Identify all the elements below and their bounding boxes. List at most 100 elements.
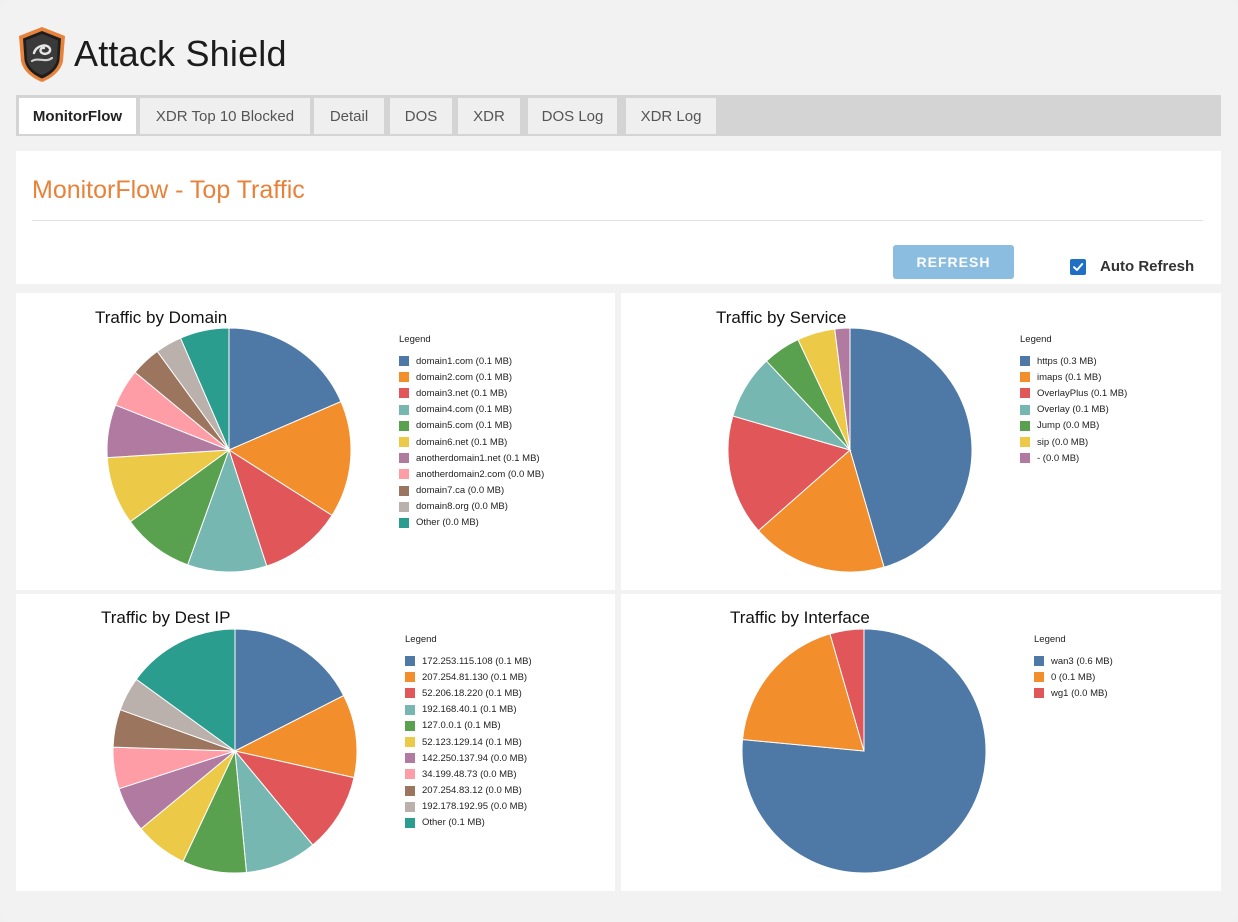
- chart-panel-service: Traffic by Service Legend https (0.3 MB) i…: [621, 293, 1221, 590]
- tab-monitorflow[interactable]: MonitorFlow: [19, 98, 136, 134]
- legend-label: OverlayPlus (0.1 MB): [1037, 387, 1128, 399]
- legend-label: - (0.0 MB): [1037, 452, 1080, 464]
- tab-dos[interactable]: DOS: [390, 98, 452, 134]
- legend-swatch: [1020, 420, 1030, 431]
- pie-slice[interactable]: [829, 628, 865, 752]
- legend-item: domain6.net (0.1 MB): [399, 434, 544, 450]
- pie-slice[interactable]: [741, 633, 865, 752]
- legend-swatch: [399, 404, 409, 415]
- pie-chart-domain: [106, 327, 352, 573]
- legend-swatch: [1034, 688, 1044, 699]
- chart-title: Traffic by Interface: [730, 608, 870, 627]
- tab-bar: MonitorFlow XDR Top 10 Blocked Detail DO…: [16, 95, 1221, 136]
- legend-item: domain1.com (0.1 MB): [399, 353, 544, 369]
- chart-title: Traffic by Service: [716, 308, 847, 327]
- legend-item: 127.0.0.1 (0.1 MB): [405, 718, 532, 734]
- legend-service: Legend https (0.3 MB) imaps (0.1 MB) Overla…: [1020, 334, 1127, 466]
- legend-swatch: [405, 785, 415, 796]
- pie-chart-dest-ip: [112, 628, 358, 874]
- legend-label: 52.206.18.220 (0.1 MB): [422, 687, 522, 699]
- tab-dos-log[interactable]: DOS Log: [528, 98, 617, 134]
- pie-slice[interactable]: [233, 694, 358, 779]
- legend-swatch: [1034, 672, 1044, 683]
- pie-slice[interactable]: [757, 449, 885, 573]
- legend-item: 207.254.83.12 (0.0 MB): [405, 783, 532, 799]
- chart-panel-domain: Traffic by Domain Legend domain1.com (0.1…: [16, 293, 615, 590]
- legend-item: 34.199.48.73 (0.0 MB): [405, 766, 532, 782]
- legend-label: domain7.ca (0.0 MB): [416, 485, 505, 497]
- legend-label: anotherdomain1.net (0.1 MB): [416, 452, 540, 464]
- legend-label: Other (0.1 MB): [422, 817, 485, 829]
- legend-swatch: [399, 453, 409, 464]
- legend-item: wg1 (0.0 MB): [1034, 685, 1113, 701]
- legend-item: 192.168.40.1 (0.1 MB): [405, 702, 532, 718]
- legend-swatch: [399, 485, 409, 496]
- tab-xdr-top-10-blocked[interactable]: XDR Top 10 Blocked: [140, 98, 310, 134]
- legend-item: sip (0.0 MB): [1020, 434, 1127, 450]
- pie-slice[interactable]: [227, 400, 352, 517]
- pie-slice[interactable]: [135, 628, 236, 752]
- legend-label: Overlay (0.1 MB): [1037, 404, 1109, 416]
- legend-swatch: [399, 517, 409, 528]
- legend-label: 207.254.81.130 (0.1 MB): [422, 671, 528, 683]
- pie-chart-interface: [741, 628, 987, 874]
- chart-title: Traffic by Domain: [95, 308, 228, 327]
- legend-swatch: [399, 372, 409, 383]
- tab-xdr[interactable]: XDR: [458, 98, 520, 134]
- legend-swatch: [399, 501, 409, 512]
- legend-swatch: [399, 356, 409, 367]
- chart-panel-dest-ip: Traffic by Dest IP Legend 172.253.115.108…: [16, 594, 615, 891]
- pie-slice[interactable]: [228, 448, 333, 567]
- pie-slice[interactable]: [179, 327, 230, 451]
- legend-swatch: [405, 753, 415, 764]
- brand: Attack Shield: [16, 24, 287, 84]
- pie-slice[interactable]: [834, 327, 851, 451]
- legend-item: 172.253.115.108 (0.1 MB): [405, 653, 532, 669]
- pie-slice[interactable]: [187, 448, 268, 573]
- legend-interface: Legend wan3 (0.6 MB) 0 (0.1 MB) wg1 (0.0 MB…: [1034, 634, 1113, 702]
- legend-item: Jump (0.0 MB): [1020, 418, 1127, 434]
- legend-item: 0 (0.1 MB): [1034, 669, 1113, 685]
- legend-swatch: [405, 769, 415, 780]
- pie-slice[interactable]: [234, 628, 345, 752]
- pie-slice[interactable]: [727, 415, 852, 532]
- legend-label: 142.250.137.94 (0.0 MB): [422, 752, 528, 764]
- legend-swatch: [405, 737, 415, 748]
- auto-refresh-toggle[interactable]: Auto Refresh: [1070, 258, 1194, 275]
- legend-label: imaps (0.1 MB): [1037, 371, 1102, 383]
- tab-detail[interactable]: Detail: [314, 98, 384, 134]
- auto-refresh-checkbox[interactable]: [1070, 258, 1086, 275]
- refresh-button[interactable]: REFRESH: [893, 245, 1014, 279]
- legend-swatch: [1020, 404, 1030, 415]
- legend-item: domain5.com (0.1 MB): [399, 418, 544, 434]
- legend-label: 207.254.83.12 (0.0 MB): [422, 785, 522, 797]
- legend-swatch: [405, 656, 415, 667]
- legend-title: Legend: [1020, 334, 1052, 345]
- legend-label: domain5.com (0.1 MB): [416, 420, 513, 432]
- shield-logo-icon: [19, 27, 65, 82]
- legend-item: domain3.net (0.1 MB): [399, 385, 544, 401]
- legend-swatch: [1020, 388, 1030, 399]
- pie-slice[interactable]: [228, 327, 342, 451]
- legend-swatch: [405, 704, 415, 715]
- legend-title: Legend: [405, 634, 437, 645]
- pie-slice[interactable]: [233, 750, 355, 846]
- legend-item: wan3 (0.6 MB): [1034, 653, 1113, 669]
- legend-swatch: [1020, 453, 1030, 464]
- legend-label: 192.168.40.1 (0.1 MB): [422, 704, 517, 716]
- legend-swatch: [1020, 356, 1030, 367]
- pie-slice[interactable]: [849, 327, 973, 568]
- legend-swatch: [405, 720, 415, 731]
- legend-item: domain2.com (0.1 MB): [399, 369, 544, 385]
- legend-swatch: [1034, 656, 1044, 667]
- legend-item: anotherdomain1.net (0.1 MB): [399, 450, 544, 466]
- legend-swatch: [1020, 372, 1030, 383]
- legend-label: wan3 (0.6 MB): [1051, 655, 1113, 667]
- tab-xdr-log[interactable]: XDR Log: [626, 98, 716, 134]
- app-title: Attack Shield: [74, 33, 287, 74]
- legend-label: wg1 (0.0 MB): [1051, 687, 1108, 699]
- legend-label: domain6.net (0.1 MB): [416, 436, 508, 448]
- legend-label: domain4.com (0.1 MB): [416, 404, 513, 416]
- legend-label: 52.123.129.14 (0.1 MB): [422, 736, 522, 748]
